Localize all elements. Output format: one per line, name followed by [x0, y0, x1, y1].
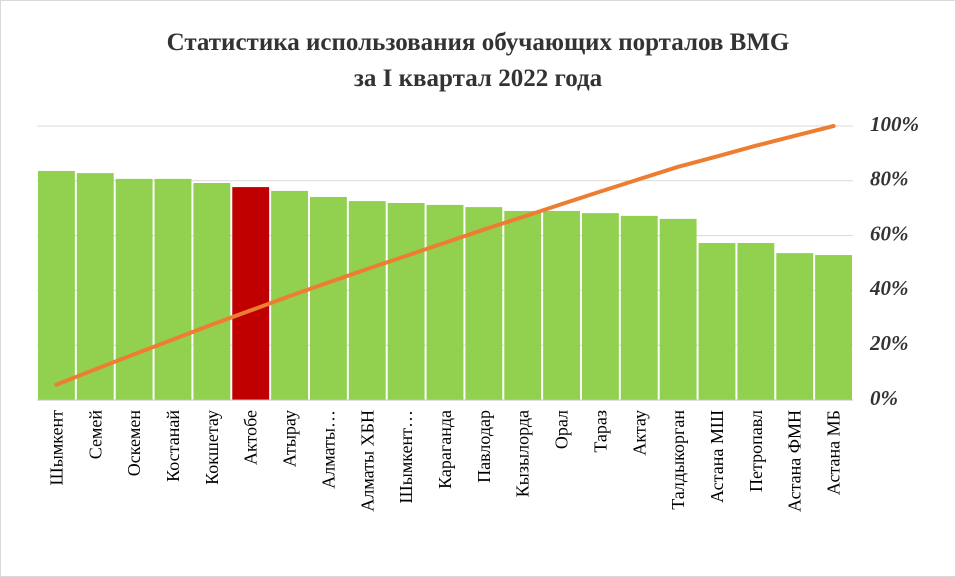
x-tick-label: Астана МБ [824, 410, 844, 495]
bar [543, 210, 580, 400]
y2-tick-label: 40% [869, 276, 909, 300]
bar [232, 187, 270, 400]
x-tick-label: Астана ФМН [785, 410, 805, 512]
chart-title: за I квартал 2022 года [354, 65, 603, 92]
bar [38, 170, 75, 400]
x-tick-label: Талдыкорган [668, 410, 688, 510]
x-tick-label: Астана МШ [707, 410, 727, 503]
bar [115, 178, 153, 400]
cumulative-line [54, 124, 836, 387]
x-tick-label: Петропавл [746, 410, 766, 492]
bar [348, 201, 386, 400]
x-tick-label: Павлодар [474, 410, 494, 483]
y2-tick-label: 60% [870, 221, 909, 245]
bar [154, 178, 192, 400]
y2-tick-label: 20% [869, 331, 909, 355]
x-tick-label: Шымкент [46, 410, 66, 486]
x-tick-label: Тараз [590, 410, 610, 453]
bar [620, 215, 658, 400]
bar [776, 253, 814, 400]
bar [387, 202, 425, 400]
bar [659, 218, 697, 400]
bar [310, 196, 347, 400]
x-tick-label: Алматы ХБН [357, 410, 377, 512]
bar [426, 204, 464, 400]
x-tick-label: Кызылорда [513, 410, 533, 497]
x-tick-label: Оскемен [124, 410, 144, 477]
x-tick-label: Шымкент… [396, 410, 416, 503]
x-tick-label: Атырау [280, 410, 300, 467]
bar [737, 242, 775, 400]
x-tick-label: Алматы… [318, 410, 338, 489]
x-tick-label: Актобе [241, 410, 261, 465]
x-tick-label: Актау [629, 410, 649, 456]
y2-tick-label: 0% [870, 386, 898, 410]
bar [504, 210, 542, 400]
chart-title: Статистика использования обучающих порта… [167, 29, 790, 56]
y2-tick-label: 100% [870, 112, 919, 136]
bar [193, 182, 231, 400]
x-tick-label: Караганда [435, 410, 455, 489]
bar [76, 173, 114, 400]
x-tick-label: Костанай [163, 410, 183, 482]
y2-tick-label: 80% [870, 167, 909, 191]
x-tick-label: Семей [85, 410, 105, 460]
x-tick-label: Кокшетау [202, 410, 222, 485]
bar [582, 213, 619, 400]
x-tick-label: Орал [552, 410, 572, 449]
bar [465, 207, 503, 400]
bar [815, 255, 852, 400]
bar [698, 242, 736, 400]
